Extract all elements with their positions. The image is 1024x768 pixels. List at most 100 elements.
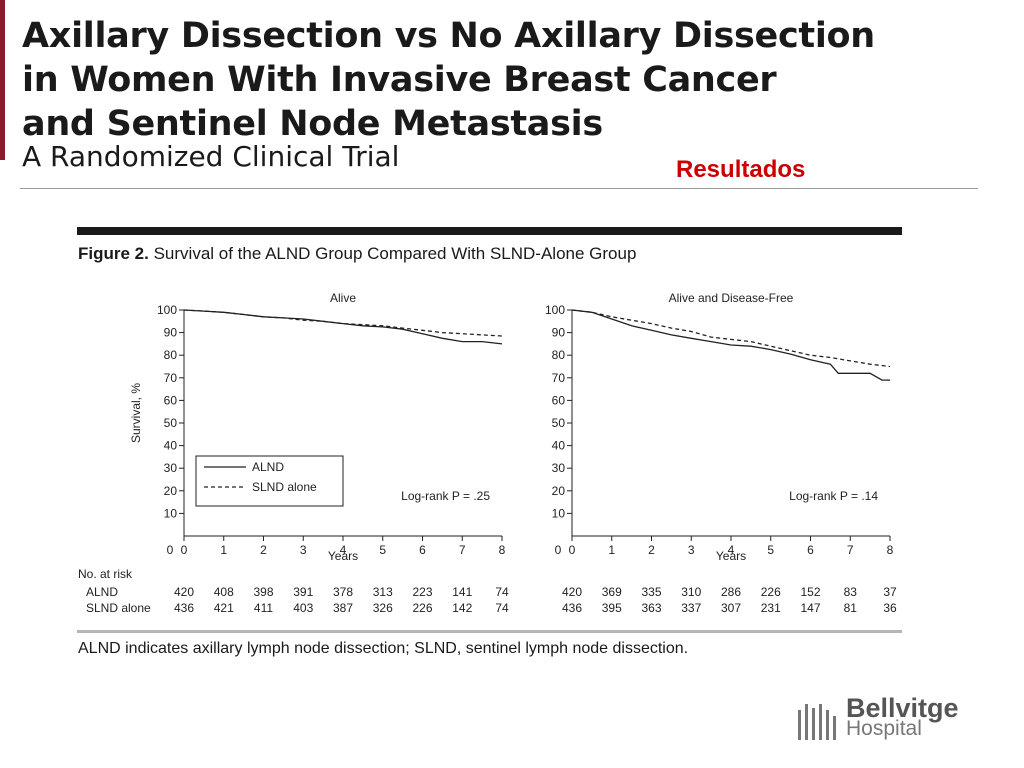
panel-1-at-risk-value: 391 [293,585,313,599]
panel-1-x-tick-label: 4 [340,543,347,557]
section-label: Resultados [676,156,806,183]
panel-1-x-tick-label: 6 [419,543,426,557]
slide-subtitle: A Randomized Clinical Trial [22,140,400,173]
logo-subtitle: Hospital [846,717,922,740]
panel-2-series-slnd-alone-line [571,309,891,368]
panel-1-at-risk-value: 74 [495,601,509,615]
panel-2-at-risk-value: 335 [641,585,661,599]
panel-1-x-tick-label: 1 [220,543,227,557]
panel-2-at-risk-value: 147 [800,601,820,615]
panel-1-y-tick-label: 80 [164,348,178,362]
title-line-2: in Women With Invasive Breast Cancer [22,60,777,100]
figure-title-text: Survival of the ALND Group Compared With… [153,244,637,263]
panel-1-x-tick-label: 0 [181,543,188,557]
panel-1-at-risk-value: 398 [253,585,273,599]
panel-2-at-risk-value: 436 [562,601,582,615]
figure-label: Figure 2. [78,244,149,263]
panel-2-x-label: Years [716,549,746,563]
figure-bottom-rule [77,630,902,633]
panel-2-x-tick-label: 5 [767,543,774,557]
panel-1-at-risk-value: 313 [373,585,393,599]
panel-2-at-risk-value: 286 [721,585,741,599]
title-line-3: and Sentinel Node Metastasis [22,104,603,144]
slide-title: Axillary Dissection vs No Axillary Disse… [22,14,982,146]
panel-2-y-tick-label: 70 [552,371,566,385]
panel-1-legend-label: ALND [252,460,284,474]
panel-1-at-risk-value: 326 [373,601,393,615]
panel-1-at-risk-value: 141 [452,585,472,599]
panel-1-y-tick-label: 60 [164,393,178,407]
panel-2-y-tick-label: 50 [552,416,566,430]
figure-top-bar [77,227,902,235]
panel-1-at-risk-value: 408 [214,585,234,599]
panel-1-at-risk-value: 378 [333,585,353,599]
panel-1-at-risk-value: 403 [293,601,313,615]
panel-2-at-risk-value: 363 [641,601,661,615]
panel-2-x-tick-label: 0 [569,543,576,557]
panel-1-at-risk-value: 387 [333,601,353,615]
panel-1-legend-label: SLND alone [252,480,317,494]
panel-2-at-risk-value: 369 [602,585,622,599]
panel-2-x-tick-label: 2 [648,543,655,557]
panel-2-x-tick-label: 7 [847,543,854,557]
panel-1-origin-label: 0 [167,543,174,557]
panel-2-at-risk-value: 420 [562,585,582,599]
panel-2-at-risk-value: 337 [681,601,701,615]
panel-1-at-risk-value: 436 [174,601,194,615]
panel-1-y-tick-label: 20 [164,484,178,498]
hospital-logo: Bellvitge Hospital [796,694,986,744]
panel-2-at-risk-value: 231 [761,601,781,615]
panel-2-x-tick-label: 6 [807,543,814,557]
panel-1-at-risk-header: No. at risk [78,567,133,581]
logo-mark-icon [798,704,836,740]
panel-2-series-alnd-line [571,309,890,381]
panel-2-at-risk-value: 37 [883,585,897,599]
panel-1-legend-box [195,455,344,507]
panel-2-y-tick-label: 80 [552,348,566,362]
panel-1-log-rank-annotation: Log-rank P = .25 [401,489,490,503]
panel-2-at-risk-value: 307 [721,601,741,615]
title-line-1: Axillary Dissection vs No Axillary Disse… [22,16,875,56]
panel-2-y-tick-label: 90 [552,326,566,340]
panel-2-y-tick-label: 40 [552,439,566,453]
panel-2-origin-label: 0 [555,543,562,557]
panel-2-x-tick-label: 3 [688,543,695,557]
panel-1-x-tick-label: 5 [379,543,386,557]
panel-2-y-tick-label: 100 [545,303,565,317]
panel-2-at-risk-value: 310 [681,585,701,599]
panel-1-x-label: Years [328,549,358,563]
panel-1-at-risk-row-label: SLND alone [86,601,151,615]
panel-1-y-label: Survival, % [129,383,143,443]
panel-1-at-risk-value: 142 [452,601,472,615]
panel-1-series-alnd-line [183,309,503,345]
panel-2-at-risk-value: 152 [800,585,820,599]
figure-caption: ALND indicates axillary lymph node disse… [78,640,689,657]
panel-1-y-tick-label: 30 [164,461,178,475]
panel-1-x-tick-label: 8 [499,543,506,557]
panel-1-at-risk-value: 420 [174,585,194,599]
panel-1-at-risk-value: 421 [214,601,234,615]
panel-1-title: Alive [330,291,356,305]
panel-2-y-tick-label: 20 [552,484,566,498]
panel-2-log-rank-annotation: Log-rank P = .14 [789,489,878,503]
panel-1-x-tick-label: 2 [260,543,267,557]
logo-name: Bellvitge [846,693,959,723]
panel-2-y-tick-label: 10 [552,506,566,520]
panel-1-y-tick-label: 10 [164,506,178,520]
panel-1-x-tick-label: 3 [300,543,307,557]
panel-2-x-tick-label: 1 [608,543,615,557]
panel-1-at-risk-value: 226 [412,601,432,615]
panel-1-at-risk-row-label: ALND [86,585,118,599]
panel-1-y-tick-label: 50 [164,416,178,430]
panel-2-at-risk-value: 226 [761,585,781,599]
panel-2-x-tick-label: 8 [887,543,894,557]
panel-1-x-tick-label: 7 [459,543,466,557]
panel-2-at-risk-value: 83 [844,585,858,599]
header-divider [20,188,978,189]
panel-2-y-tick-label: 30 [552,461,566,475]
panel-1-y-tick-label: 100 [157,303,177,317]
panel-1-y-tick-label: 70 [164,371,178,385]
panel-1-series-slnd-alone-line [183,309,503,337]
figure-title: Figure 2. Survival of the ALND Group Com… [78,244,636,264]
